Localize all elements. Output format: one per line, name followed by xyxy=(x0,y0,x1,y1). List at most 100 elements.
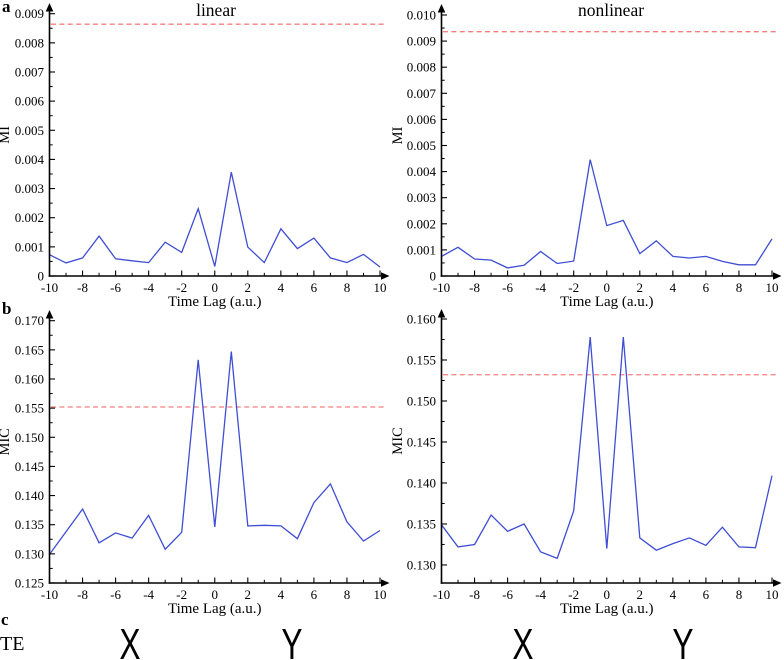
y-tick-label: 0.008 xyxy=(15,35,44,50)
y-axis-arrow xyxy=(437,309,446,318)
x-tick-label: 2 xyxy=(637,587,644,602)
x-tick-label: 2 xyxy=(245,587,252,602)
x-tick-label: 6 xyxy=(311,280,318,295)
x-axis-arrow xyxy=(381,579,390,587)
chart-mi-nonlinear: 0 0.001 0.002 0.003 0.004 0.005 0.006 0.007 0.00… xyxy=(390,0,782,310)
y-tick-label: 0.003 xyxy=(15,181,44,196)
x-axis-label: Time Lag (a.u.) xyxy=(168,294,262,310)
y-tick-label: 0.170 xyxy=(15,313,44,328)
x-axis-arrow xyxy=(381,272,390,280)
panel-label-c: c xyxy=(1,610,9,629)
x-tick-label: -10 xyxy=(433,587,450,602)
y-tick-label: 0.004 xyxy=(407,164,437,179)
data-line xyxy=(49,172,381,268)
chart-panel-mi-nonlinear: 0 0.001 0.002 0.003 0.004 0.005 0.006 0.007 0.00… xyxy=(390,0,784,318)
x-tick-label: -6 xyxy=(110,587,121,602)
x-tick-label: -8 xyxy=(77,587,88,602)
x-tick-label: 2 xyxy=(245,280,252,295)
x-axis-arrow xyxy=(773,579,782,587)
y-tick-label: 0.010 xyxy=(407,8,436,23)
y-axis-label: MIC xyxy=(392,427,406,454)
chart-title: nonlinear xyxy=(578,0,644,20)
y-tick-label: 0.005 xyxy=(15,123,44,138)
y-tick-label: 0.007 xyxy=(407,86,437,101)
x-tick-label: 10 xyxy=(766,587,779,602)
x-tick-label: -4 xyxy=(535,587,546,602)
chart-mi-linear: 0 0.001 0.002 0.003 0.004 0.005 0.006 0.007 0.00… xyxy=(0,0,390,310)
x-tick-label: -4 xyxy=(143,587,154,602)
y-tick-label: 0.165 xyxy=(15,342,44,357)
y-tick-label: 0.140 xyxy=(407,475,436,490)
y-tick-label: 0.150 xyxy=(15,430,44,445)
x-tick-label: 8 xyxy=(344,587,351,602)
x-tick-label: -2 xyxy=(568,587,579,602)
x-axis-label: Time Lag (a.u.) xyxy=(168,601,262,617)
y-axis-arrow xyxy=(437,4,446,13)
x-tick-label: -2 xyxy=(568,280,579,295)
y-axis-arrow xyxy=(45,310,54,319)
x-tick-label: -4 xyxy=(535,280,546,295)
x-tick-label: 6 xyxy=(311,587,318,602)
x-tick-label: 4 xyxy=(278,587,285,602)
y-tick-label: 0.009 xyxy=(407,34,436,49)
data-line xyxy=(441,159,773,269)
y-tick-label: 0.130 xyxy=(407,557,436,572)
y-tick-label: 0.008 xyxy=(407,60,436,75)
x-axis-label: Time Lag (a.u.) xyxy=(560,294,654,310)
x-tick-label: 10 xyxy=(374,587,387,602)
x-tick-label: -10 xyxy=(41,587,58,602)
x-tick-label: 10 xyxy=(374,280,387,295)
x-tick-label: 0 xyxy=(212,280,219,295)
y-tick-label: 0.135 xyxy=(407,516,436,531)
x-tick-label: 0 xyxy=(604,280,611,295)
y-tick-label: 0 xyxy=(430,269,437,284)
chart-panel-mic-nonlinear: 0.130 0.135 0.140 0.145 0.150 0.155 0.160 -10 -8… xyxy=(390,300,784,618)
y-tick-label: 0.006 xyxy=(407,112,437,127)
x-tick-label: -8 xyxy=(77,280,88,295)
x-tick-label: -10 xyxy=(433,280,450,295)
y-tick-label: 0.130 xyxy=(15,546,44,561)
te-row-label: TE xyxy=(0,633,25,655)
y-tick-label: 0.135 xyxy=(15,517,44,532)
x-tick-label: -2 xyxy=(176,280,187,295)
y-tick-label: 0.155 xyxy=(15,401,44,416)
y-axis-label: MIC xyxy=(0,428,13,455)
y-tick-label: 0.005 xyxy=(407,138,436,153)
x-tick-label: 0 xyxy=(604,587,611,602)
x-tick-label: 2 xyxy=(637,280,644,295)
chart-title: linear xyxy=(196,0,236,20)
data-line xyxy=(48,351,381,555)
te-variable-x-left: X xyxy=(119,620,141,660)
x-tick-label: 8 xyxy=(736,587,743,602)
y-tick-label: 0.145 xyxy=(15,459,44,474)
y-tick-label: 0.003 xyxy=(407,190,436,205)
x-tick-label: -8 xyxy=(469,280,480,295)
y-tick-label: 0.150 xyxy=(407,393,436,408)
x-tick-label: 8 xyxy=(736,280,743,295)
x-tick-label: -6 xyxy=(110,280,121,295)
x-tick-label: 4 xyxy=(670,587,677,602)
y-tick-label: 0 xyxy=(38,269,45,284)
te-variable-y-left: Y xyxy=(281,620,303,660)
chart-mic-nonlinear: 0.130 0.135 0.140 0.145 0.150 0.155 0.160 -10 -8… xyxy=(390,309,782,617)
te-variable-x-right: X xyxy=(512,620,534,660)
y-tick-label: 0.125 xyxy=(15,576,44,591)
chart-panel-mi-linear: 0 0.001 0.002 0.003 0.004 0.005 0.006 0.007 0.00… xyxy=(0,0,392,318)
x-tick-label: -4 xyxy=(143,280,154,295)
x-tick-label: 0 xyxy=(212,587,219,602)
data-line xyxy=(440,336,773,560)
x-axis-arrow xyxy=(773,272,782,280)
y-tick-label: 0.004 xyxy=(15,152,45,167)
y-tick-label: 0.155 xyxy=(407,352,436,367)
y-tick-label: 0.002 xyxy=(15,210,44,225)
x-tick-label: 6 xyxy=(703,280,710,295)
y-tick-label: 0.009 xyxy=(15,6,44,21)
x-tick-label: -6 xyxy=(502,280,513,295)
x-tick-label: 10 xyxy=(766,280,779,295)
x-tick-label: 4 xyxy=(670,280,677,295)
y-axis-label: MI xyxy=(0,126,13,144)
y-tick-label: 0.001 xyxy=(407,242,436,257)
x-tick-label: 6 xyxy=(703,587,710,602)
y-tick-label: 0.007 xyxy=(15,64,45,79)
